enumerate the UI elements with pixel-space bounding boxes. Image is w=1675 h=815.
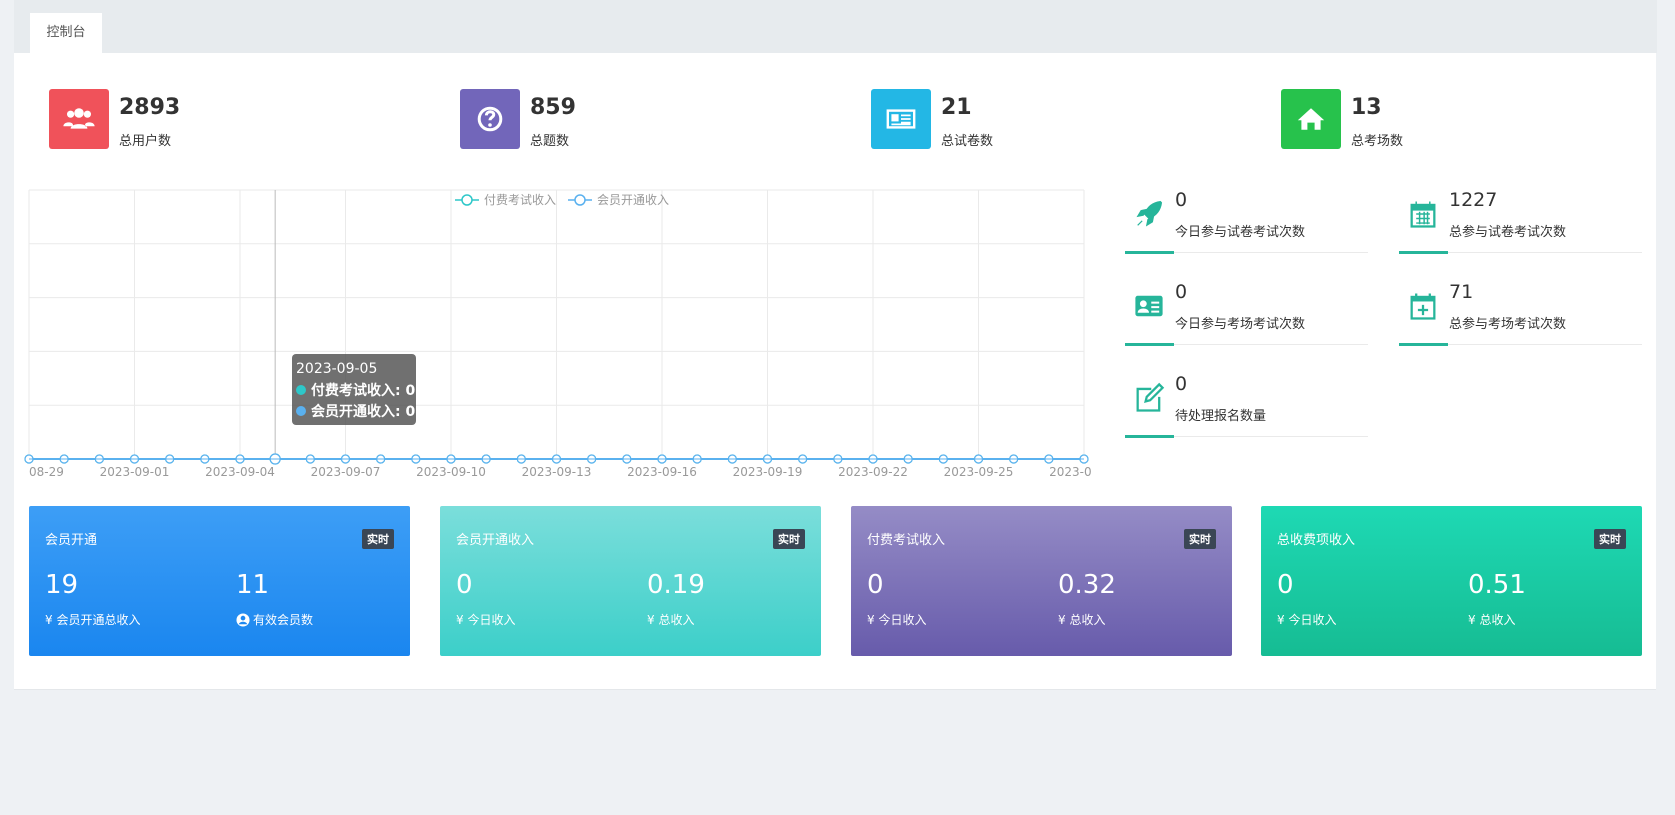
- card-label: ¥ 今日收入: [867, 613, 927, 627]
- card-value: 0: [456, 570, 473, 600]
- stat-icon: [49, 89, 109, 149]
- card: 会员开通收入 实时 0 ¥ 今日收入 0.19 ¥ 总收入: [440, 506, 821, 656]
- card-title: 总收费项收入: [1277, 533, 1356, 548]
- side-label: 总参与试卷考试次数: [1449, 225, 1567, 240]
- stat-icon: [871, 89, 931, 149]
- chart: 2023-08-29 2023-09-01 2023-09-04 2023-09-07…: [0, 189, 1119, 479]
- stat-label: 总用户数: [119, 134, 172, 149]
- card-badge: 实时: [773, 529, 805, 549]
- card-title: 付费考试收入: [867, 533, 946, 548]
- x-tick-label: 2023-08-29: [0, 465, 64, 479]
- side-icon: [1406, 289, 1440, 323]
- side-label: 待处理报名数量: [1175, 409, 1267, 424]
- card-label: ¥ 会员开通总收入: [45, 613, 141, 627]
- stat-label: 总试卷数: [941, 134, 994, 149]
- side-label: 总参与考场考试次数: [1449, 317, 1567, 332]
- card-value: 0: [1277, 570, 1294, 600]
- tooltip-title: 2023-09-05: [296, 361, 377, 377]
- tab[interactable]: 控制台: [30, 13, 102, 53]
- x-tick-label: 2023-09-07: [311, 465, 381, 479]
- card-title: 会员开通收入: [456, 533, 535, 548]
- side-value: 0: [1175, 189, 1188, 211]
- side-label: 今日参与考场考试次数: [1175, 317, 1306, 332]
- x-tick-label: 2023-09-13: [522, 465, 592, 479]
- divider: [1125, 252, 1368, 253]
- legend-marker: [461, 194, 473, 206]
- card-value: 19: [45, 570, 79, 600]
- stat-value: 859: [530, 95, 576, 120]
- card-value: 11: [236, 570, 270, 600]
- card-label: ¥ 总收入: [1468, 613, 1516, 627]
- card-value: 0: [867, 570, 884, 600]
- x-axis: 2023-08-29 2023-09-01 2023-09-04 2023-09-07…: [0, 465, 1119, 479]
- side-label: 今日参与试卷考试次数: [1175, 225, 1306, 240]
- card: 付费考试收入 实时 0 ¥ 今日收入 0.32 ¥ 总收入: [851, 506, 1232, 656]
- side-value: 0: [1175, 373, 1188, 395]
- card-badge: 实时: [1594, 529, 1626, 549]
- stat-icon: [460, 89, 520, 149]
- side-value: 71: [1449, 281, 1474, 303]
- card-value: 0.51: [1468, 570, 1526, 600]
- card-badge: 实时: [362, 529, 394, 549]
- x-tick-label: 2023-09-04: [205, 465, 275, 479]
- divider: [1399, 344, 1642, 345]
- tooltip-dot: [296, 385, 306, 395]
- card-value: 0.32: [1058, 570, 1116, 600]
- legend-label: 会员开通收入: [597, 193, 669, 207]
- divider-accent: [1125, 343, 1174, 346]
- tooltip: 2023-09-05 付费考试收入: 0 会员开通收入: 0: [292, 354, 416, 425]
- side-icon: [1132, 289, 1166, 323]
- x-tick-label: 2023-09-01: [100, 465, 170, 479]
- stat-label: 总题数: [530, 134, 570, 149]
- card: 会员开通 实时 19 ¥ 会员开通总收入 11 有效会员数: [29, 506, 410, 656]
- divider-accent: [1125, 251, 1174, 254]
- side-value: 0: [1175, 281, 1188, 303]
- card-title: 会员开通: [45, 533, 98, 548]
- card-badge: 实时: [1184, 529, 1216, 549]
- tooltip-item: 付费考试收入: 0: [311, 382, 415, 399]
- side-icon: [1132, 381, 1166, 415]
- side-value: 1227: [1449, 189, 1498, 211]
- x-tick-label: 2023-09-25: [944, 465, 1014, 479]
- x-tick-label: 2023-09-28: [1049, 465, 1119, 479]
- tooltip-box: [292, 354, 416, 425]
- x-tick-label: 2023-09-22: [838, 465, 908, 479]
- card-label: 有效会员数: [253, 613, 314, 627]
- tab-bar: [14, 0, 1657, 53]
- card-label: ¥ 总收入: [647, 613, 695, 627]
- divider-accent: [1125, 435, 1174, 438]
- legend-marker: [574, 194, 586, 206]
- stat-icon: [1281, 89, 1341, 149]
- divider: [1399, 252, 1642, 253]
- card-value: 0.19: [647, 570, 705, 600]
- side-icon: [1406, 197, 1440, 231]
- x-tick-label: 2023-09-16: [627, 465, 697, 479]
- divider-accent: [1399, 343, 1448, 346]
- legend-label: 付费考试收入: [484, 192, 556, 207]
- stat-value: 2893: [119, 95, 181, 120]
- divider-accent: [1399, 251, 1448, 254]
- x-tick-label: 2023-09-19: [733, 465, 803, 479]
- side-icon: [1132, 197, 1166, 231]
- user-icon: [236, 612, 250, 627]
- tooltip-item: 会员开通收入: 0: [311, 403, 415, 420]
- divider: [1125, 436, 1368, 437]
- x-tick-label: 2023-09-10: [416, 465, 486, 479]
- card-label: ¥ 今日收入: [1277, 613, 1337, 627]
- card-label: ¥ 今日收入: [456, 613, 516, 627]
- divider: [1125, 344, 1368, 345]
- stat-value: 13: [1351, 95, 1382, 120]
- stat-label: 总考场数: [1351, 134, 1404, 149]
- stat-value: 21: [941, 95, 972, 120]
- tooltip-dot: [296, 406, 306, 416]
- card: 总收费项收入 实时 0 ¥ 今日收入 0.51 ¥ 总收入: [1261, 506, 1642, 656]
- card-label: ¥ 总收入: [1058, 613, 1106, 627]
